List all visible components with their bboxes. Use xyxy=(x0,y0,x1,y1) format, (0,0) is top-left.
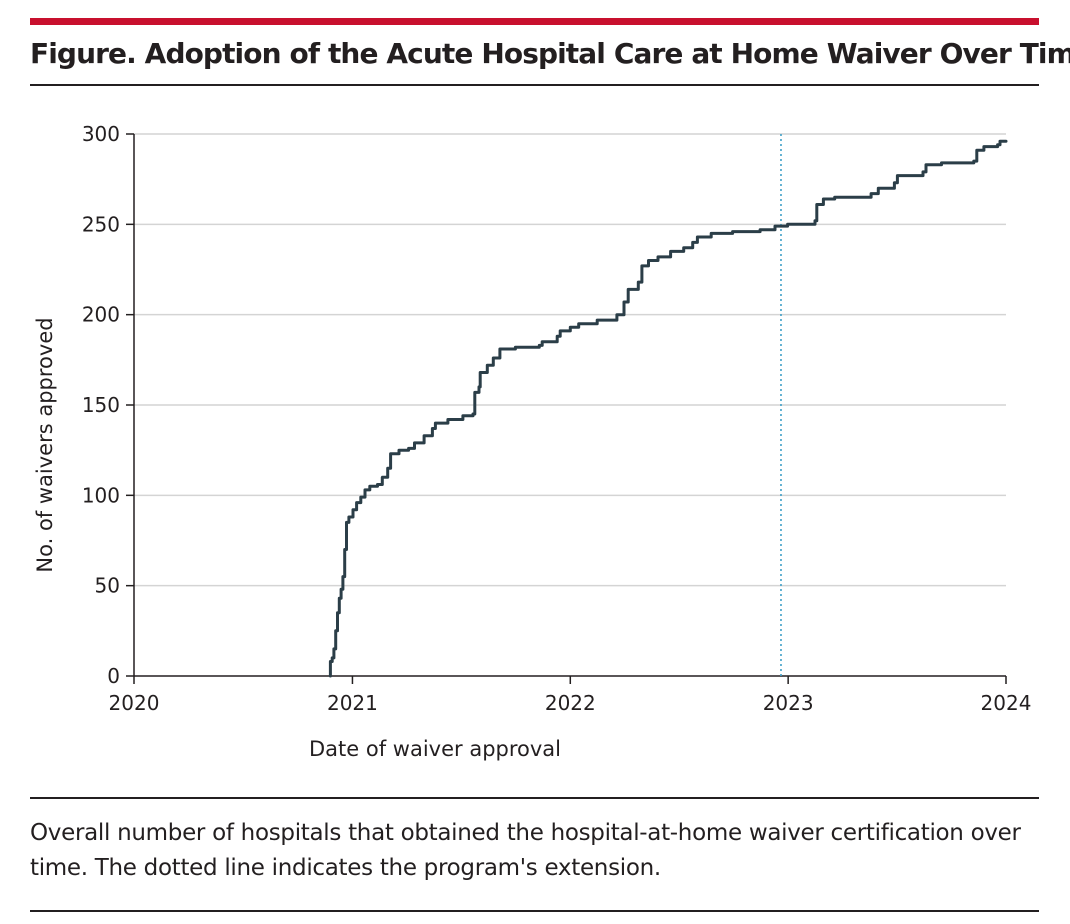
waiver-adoption-chart: 0 50 100 150 200 250 300 2020 2021 2022 2023 2024 D… xyxy=(33,122,1032,761)
title-divider xyxy=(30,84,1039,86)
x-axis-title: Date of waiver approval xyxy=(309,737,561,761)
x-tick-label-2024: 2024 xyxy=(981,691,1032,715)
y-tick-label-250: 250 xyxy=(82,212,120,236)
x-tick-label-2023: 2023 xyxy=(763,691,814,715)
caption-divider-top xyxy=(30,797,1039,799)
x-tick-label-2020: 2020 xyxy=(109,691,160,715)
axes: 0 50 100 150 200 250 300 2020 2021 2022 2023 2024 xyxy=(82,122,1032,715)
y-tick-label-200: 200 xyxy=(82,303,120,327)
y-tick-label-100: 100 xyxy=(82,483,120,507)
waivers-cumulative-line-0 xyxy=(328,139,1008,678)
y-tick-label-300: 300 xyxy=(82,122,120,146)
y-tick-label-50: 50 xyxy=(95,574,120,598)
x-tick-label-2022: 2022 xyxy=(545,691,596,715)
y-tick-label-0: 0 xyxy=(107,664,120,688)
caption-divider-bottom xyxy=(30,910,1039,912)
figure-title: Figure. Adoption of the Acute Hospital C… xyxy=(30,37,1070,70)
y-axis-title: No. of waivers approved xyxy=(33,317,57,572)
y-tick-label-150: 150 xyxy=(82,393,120,417)
figure-caption: Overall number of hospitals that obtaine… xyxy=(30,820,1021,881)
grid-lines xyxy=(134,133,1006,587)
series-layer xyxy=(328,134,1008,678)
x-tick-label-2021: 2021 xyxy=(327,691,378,715)
title-accent-rule xyxy=(30,18,1039,25)
